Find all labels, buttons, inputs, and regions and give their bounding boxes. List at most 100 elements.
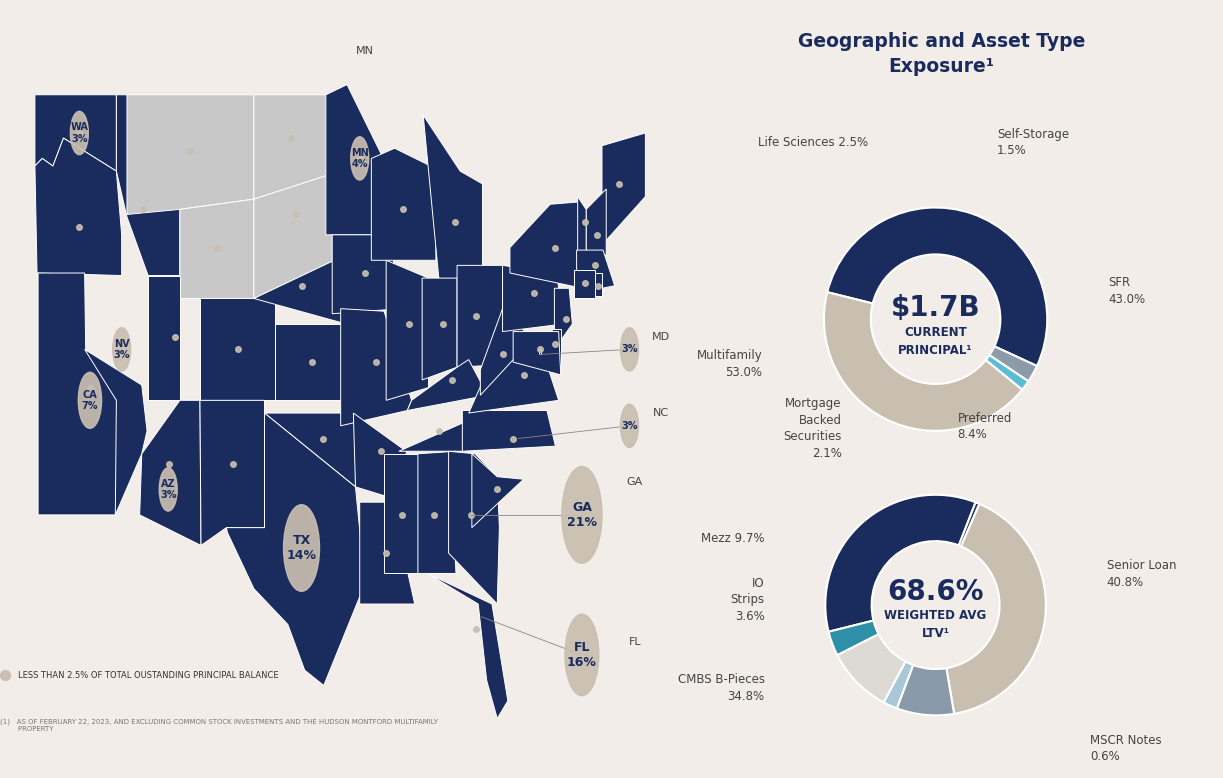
Text: Mezz 9.7%: Mezz 9.7% [701, 532, 764, 545]
Text: Self-Storage
1.5%: Self-Storage 1.5% [997, 128, 1069, 157]
Text: CMBS B-Pieces
34.8%: CMBS B-Pieces 34.8% [678, 673, 764, 703]
Polygon shape [254, 173, 334, 299]
Text: SFR
43.0%: SFR 43.0% [1109, 276, 1146, 306]
Polygon shape [586, 189, 607, 255]
Polygon shape [384, 454, 422, 573]
Circle shape [284, 505, 319, 591]
Text: 3%: 3% [621, 421, 637, 431]
Text: TX
14%: TX 14% [286, 534, 317, 562]
Text: MSCR Notes
0.6%: MSCR Notes 0.6% [1090, 734, 1162, 763]
Wedge shape [986, 356, 1029, 390]
Text: FL: FL [629, 637, 641, 647]
Wedge shape [828, 621, 878, 655]
Polygon shape [325, 85, 407, 235]
Circle shape [113, 328, 131, 371]
Polygon shape [360, 502, 415, 604]
Polygon shape [201, 401, 264, 545]
Circle shape [565, 614, 599, 696]
Polygon shape [472, 454, 523, 527]
Circle shape [351, 137, 368, 180]
Polygon shape [139, 401, 201, 545]
Polygon shape [407, 359, 488, 411]
Text: WEIGHTED AVG
LTV¹: WEIGHTED AVG LTV¹ [884, 609, 987, 640]
Polygon shape [481, 309, 532, 395]
Polygon shape [427, 573, 508, 719]
Polygon shape [554, 289, 572, 349]
Wedge shape [959, 503, 980, 546]
Text: Life Sciences 2.5%: Life Sciences 2.5% [758, 136, 868, 149]
Polygon shape [254, 261, 346, 324]
Polygon shape [84, 349, 147, 515]
Polygon shape [399, 411, 490, 451]
Polygon shape [201, 299, 275, 401]
Text: NC: NC [653, 408, 669, 418]
Wedge shape [883, 661, 914, 708]
Polygon shape [462, 411, 555, 451]
Polygon shape [353, 413, 406, 502]
Wedge shape [989, 346, 1037, 381]
Point [0, 669, 15, 682]
Polygon shape [423, 115, 482, 281]
Text: Multifamily
53.0%: Multifamily 53.0% [697, 349, 762, 379]
Text: LESS THAN 2.5% OF TOTAL OUSTANDING PRINCIPAL BALANCE: LESS THAN 2.5% OF TOTAL OUSTANDING PRINC… [18, 671, 279, 680]
Wedge shape [896, 665, 954, 715]
Text: Mortgage
Backed
Securities
2.1%: Mortgage Backed Securities 2.1% [784, 398, 841, 460]
Polygon shape [35, 95, 116, 171]
Polygon shape [275, 324, 353, 401]
Polygon shape [264, 413, 356, 487]
Polygon shape [372, 149, 435, 261]
Circle shape [620, 328, 638, 371]
Text: CA
7%: CA 7% [82, 390, 98, 411]
Polygon shape [116, 95, 180, 275]
Polygon shape [226, 413, 364, 685]
Text: WA
3%: WA 3% [71, 122, 88, 144]
Circle shape [561, 467, 602, 563]
Polygon shape [148, 275, 180, 401]
Text: Preferred
8.4%: Preferred 8.4% [958, 412, 1011, 441]
Circle shape [620, 404, 638, 447]
Polygon shape [602, 133, 646, 245]
Text: MD: MD [652, 331, 670, 342]
Polygon shape [468, 337, 559, 413]
Polygon shape [38, 273, 147, 515]
Text: CURRENT
PRINCIPAL¹: CURRENT PRINCIPAL¹ [899, 326, 972, 357]
Text: FL
16%: FL 16% [567, 641, 597, 669]
Wedge shape [824, 293, 1022, 431]
Polygon shape [422, 278, 457, 380]
Polygon shape [514, 331, 560, 375]
Polygon shape [575, 271, 594, 299]
Polygon shape [254, 95, 333, 199]
Polygon shape [576, 250, 615, 293]
Text: $1.7B: $1.7B [890, 294, 981, 322]
Polygon shape [333, 235, 401, 314]
Polygon shape [593, 273, 602, 296]
Polygon shape [180, 199, 254, 299]
Polygon shape [127, 95, 254, 215]
Text: NV
3%: NV 3% [114, 338, 130, 360]
Text: AZ
3%: AZ 3% [160, 478, 176, 500]
Polygon shape [577, 197, 586, 255]
Circle shape [159, 468, 177, 511]
Polygon shape [553, 329, 560, 365]
Polygon shape [510, 202, 594, 291]
Text: MN
4%: MN 4% [351, 148, 368, 170]
Text: Geographic and Asset Type
Exposure¹: Geographic and Asset Type Exposure¹ [799, 33, 1085, 76]
Polygon shape [35, 138, 121, 275]
Text: IO
Strips
3.6%: IO Strips 3.6% [730, 576, 764, 622]
Circle shape [78, 373, 102, 429]
Circle shape [71, 111, 88, 155]
Polygon shape [386, 261, 428, 401]
Text: (1)   AS OF FEBRUARY 22, 2023, AND EXCLUDING COMMON STOCK INVESTMENTS AND THE HU: (1) AS OF FEBRUARY 22, 2023, AND EXCLUDI… [0, 719, 438, 732]
Text: Senior Loan
40.8%: Senior Loan 40.8% [1107, 559, 1177, 589]
Text: 3%: 3% [621, 345, 637, 355]
Wedge shape [827, 208, 1047, 366]
Polygon shape [538, 349, 541, 355]
Wedge shape [826, 495, 976, 632]
Wedge shape [947, 504, 1046, 713]
Polygon shape [449, 451, 499, 604]
Polygon shape [503, 265, 564, 331]
Text: MN: MN [356, 47, 374, 57]
Text: GA
21%: GA 21% [567, 501, 597, 529]
Polygon shape [418, 451, 456, 573]
Polygon shape [457, 265, 503, 367]
